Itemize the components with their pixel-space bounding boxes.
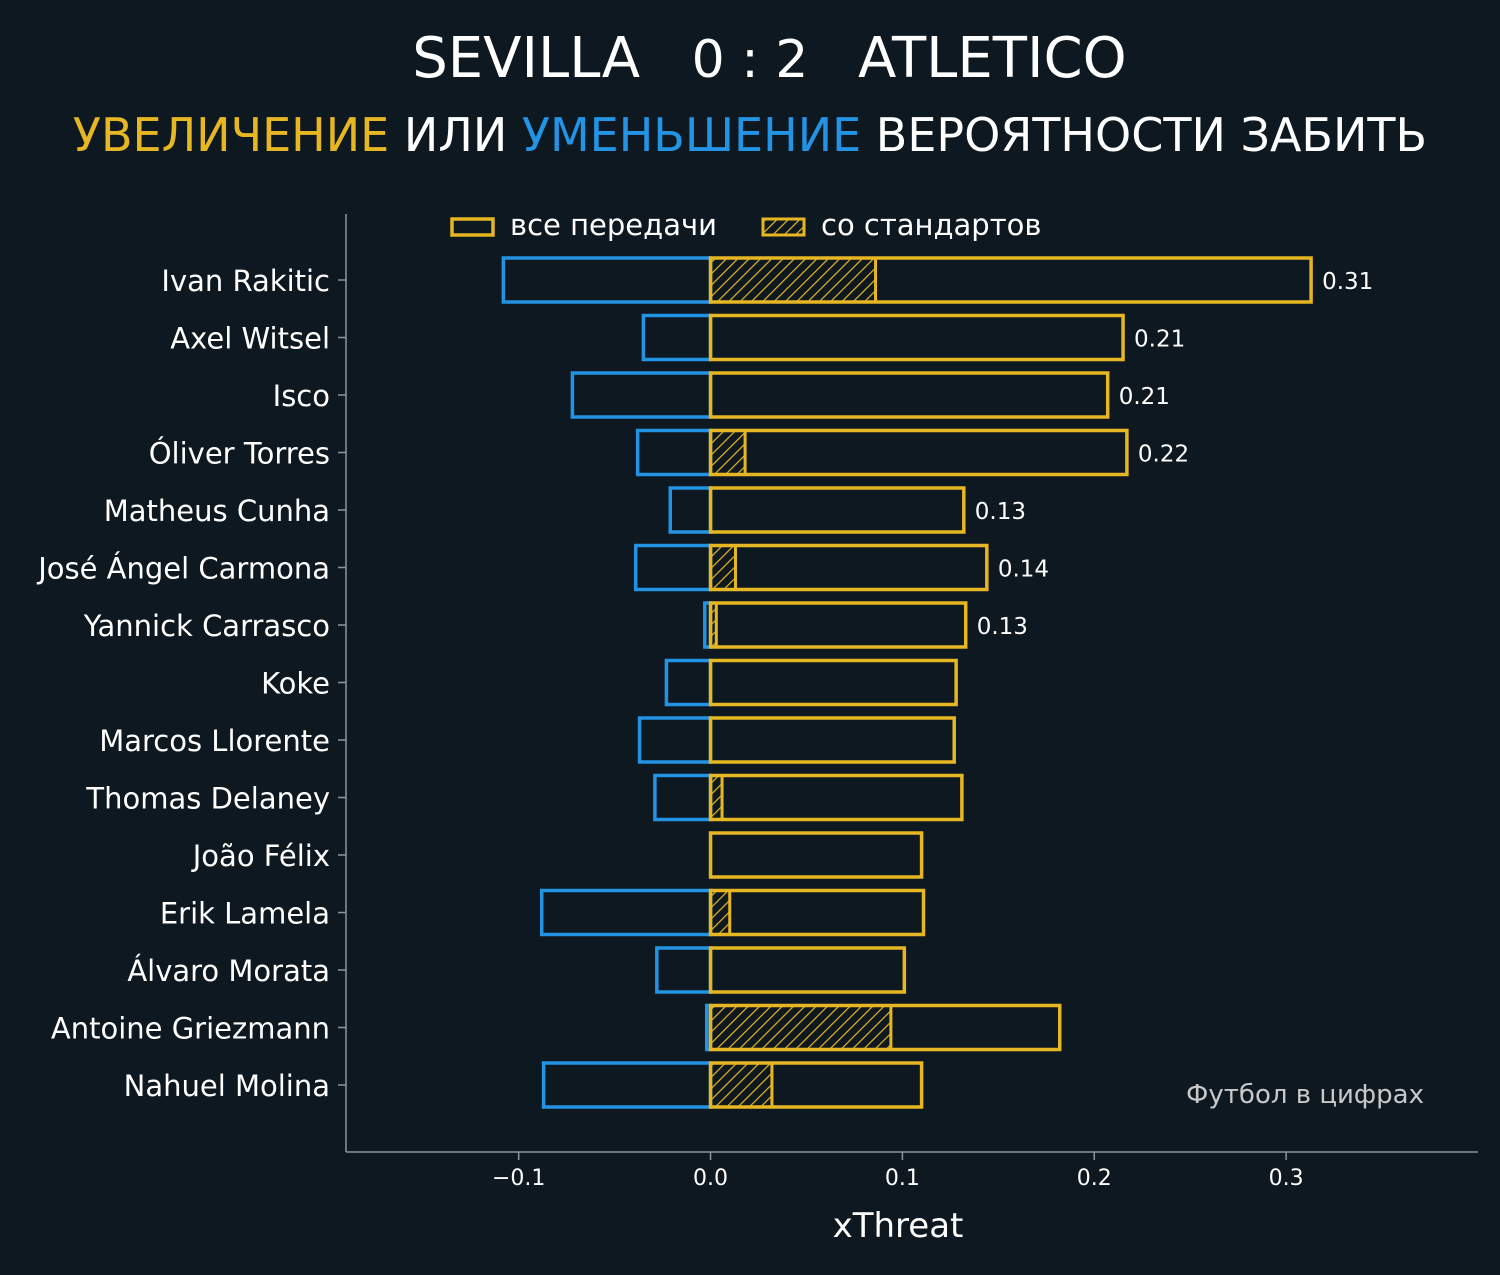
positive-bar [708, 313, 1125, 362]
x-axis-label: xThreat [833, 1206, 964, 1246]
set-piece-bar [709, 1061, 774, 1109]
negative-bar [570, 371, 713, 419]
bar-value-label: 0.21 [1119, 384, 1170, 410]
positive-bar [708, 428, 1129, 477]
negative-bar [633, 543, 713, 592]
player-name-label: Álvaro Morata [127, 954, 330, 988]
legend-swatch-set-pieces [761, 217, 806, 237]
player-name-label: José Ángel Carmona [36, 552, 330, 586]
player-name-label: Axel Witsel [170, 322, 330, 356]
player-name-label: Yannick Carrasco [83, 609, 330, 643]
subtitle-rest: ВЕРОЯТНОСТИ ЗАБИТЬ [875, 108, 1428, 162]
negative-bar [655, 946, 713, 994]
legend-swatch-all-passes [450, 217, 495, 237]
positive-bar [708, 1003, 1062, 1052]
legend-label-all-passes: все передачи [510, 208, 717, 242]
player-name-label: Óliver Torres [149, 437, 330, 471]
player-name-label: Koke [261, 667, 330, 701]
home-team-name: SEVILLA [412, 26, 640, 91]
player-name-label: Matheus Cunha [104, 494, 330, 528]
negative-bar [539, 888, 713, 937]
bar-value-label: 0.31 [1322, 269, 1373, 295]
positive-bar [708, 1061, 924, 1109]
x-tick-label: 0.1 [885, 1166, 920, 1191]
player-name-label: Isco [273, 379, 330, 413]
negative-bar [664, 658, 713, 707]
player-name-label: Erik Lamela [160, 897, 330, 931]
negative-bar [668, 486, 713, 534]
away-team-name: ATLETICO [858, 26, 1127, 91]
match-title: SEVILLA 0 : 2 ATLETICO [0, 26, 1500, 106]
negative-bar [641, 313, 713, 362]
subtitle-or: ИЛИ [403, 108, 508, 162]
positive-bar [708, 486, 966, 534]
positive-bar [708, 773, 964, 822]
chart-subtitle: УВЕЛИЧЕНИЕ ИЛИ УМЕНЬШЕНИЕ ВЕРОЯТНОСТИ ЗА… [0, 108, 1500, 162]
match-score: 0 : 2 [691, 30, 809, 90]
player-name-label: Thomas Delaney [85, 782, 330, 816]
player-name-label: Ivan Rakitic [161, 264, 330, 298]
set-piece-bar [709, 1004, 893, 1051]
credit-label: Футбол в цифрах [1186, 1080, 1424, 1110]
set-piece-bar [709, 429, 747, 476]
bar-value-label: 0.14 [998, 557, 1049, 583]
bar-value-label: 0.13 [975, 499, 1026, 525]
set-piece-bar [709, 544, 737, 591]
positive-bar [708, 371, 1110, 419]
negative-bar [501, 256, 713, 304]
bar-value-label: 0.22 [1138, 442, 1189, 468]
player-name-label: João Félix [191, 839, 330, 873]
x-tick-label: 0.0 [693, 1166, 728, 1191]
player-name-label: Marcos Llorente [99, 724, 330, 758]
player-name-label: Nahuel Molina [124, 1069, 330, 1103]
set-piece-bar [709, 889, 732, 936]
positive-bar [708, 831, 924, 879]
legend-label-set-pieces: со стандартов [821, 208, 1041, 242]
subtitle-decrease: УМЕНЬШЕНИЕ [521, 108, 862, 162]
player-name-label: Antoine Griezmann [51, 1012, 330, 1046]
positive-bar [708, 256, 1313, 304]
x-tick-label: 0.3 [1269, 1166, 1304, 1191]
negative-bar [637, 716, 713, 764]
positive-bar [708, 716, 956, 764]
subtitle-increase: УВЕЛИЧЕНИЕ [72, 108, 390, 162]
set-piece-bar [709, 256, 878, 304]
negative-bar [653, 773, 713, 822]
positive-bar [708, 543, 989, 592]
positive-bar [708, 658, 958, 707]
positive-bar [708, 888, 926, 937]
bar-value-label: 0.21 [1134, 327, 1185, 353]
negative-bar [635, 428, 713, 477]
x-tick-label: 0.2 [1077, 1166, 1112, 1191]
negative-bar [541, 1061, 713, 1109]
positive-bar [708, 946, 907, 994]
bar-value-label: 0.13 [977, 614, 1028, 640]
positive-bar [708, 601, 968, 649]
x-tick-label: −0.1 [492, 1166, 545, 1191]
